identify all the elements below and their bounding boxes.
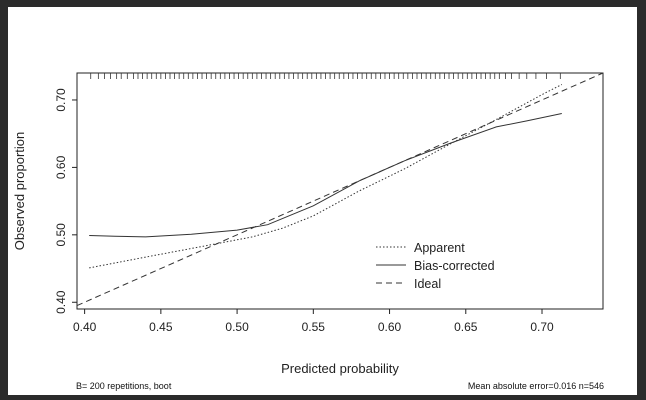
x-tick-label: 0.55 bbox=[302, 320, 326, 334]
legend-ideal-label: Ideal bbox=[414, 277, 441, 291]
legend-apparent-label: Apparent bbox=[414, 241, 465, 255]
x-axis-title: Predicted probability bbox=[281, 361, 399, 376]
x-tick-label: 0.40 bbox=[73, 320, 97, 334]
calibration-figure: 0.40 0.45 0.50 0.55 0.60 0.65 0.70 0.40 0.50 0.6… bbox=[8, 7, 637, 395]
x-tick-label: 0.70 bbox=[530, 320, 554, 334]
rug-marks bbox=[90, 73, 561, 79]
y-tick-label: 0.70 bbox=[54, 88, 68, 112]
legend-bias-corrected-label: Bias-corrected bbox=[414, 259, 495, 273]
plot-area bbox=[76, 72, 604, 310]
series-lines bbox=[76, 72, 604, 307]
y-tick-label: 0.60 bbox=[54, 155, 68, 179]
series-line-bias-corrected bbox=[89, 113, 562, 238]
x-axis: 0.40 0.45 0.50 0.55 0.60 0.65 0.70 bbox=[73, 309, 554, 334]
legend: Apparent Bias-corrected Ideal bbox=[376, 241, 495, 291]
x-tick-label: 0.45 bbox=[149, 320, 173, 334]
x-tick-label: 0.50 bbox=[225, 320, 249, 334]
footer-left-note: B= 200 repetitions, boot bbox=[76, 381, 172, 391]
calibration-plot: 0.40 0.45 0.50 0.55 0.60 0.65 0.70 0.40 0.50 0.6… bbox=[12, 72, 604, 391]
y-axis: 0.40 0.50 0.60 0.70 bbox=[54, 88, 77, 314]
y-tick-label: 0.50 bbox=[54, 223, 68, 247]
y-axis-title: Observed proportion bbox=[12, 132, 27, 251]
footer-right-note: Mean absolute error=0.016 n=546 bbox=[468, 381, 604, 391]
series-line-apparent bbox=[89, 84, 563, 269]
x-tick-label: 0.60 bbox=[378, 320, 402, 334]
series-line-ideal bbox=[76, 72, 604, 307]
y-tick-label: 0.40 bbox=[54, 290, 68, 314]
x-tick-label: 0.65 bbox=[454, 320, 478, 334]
